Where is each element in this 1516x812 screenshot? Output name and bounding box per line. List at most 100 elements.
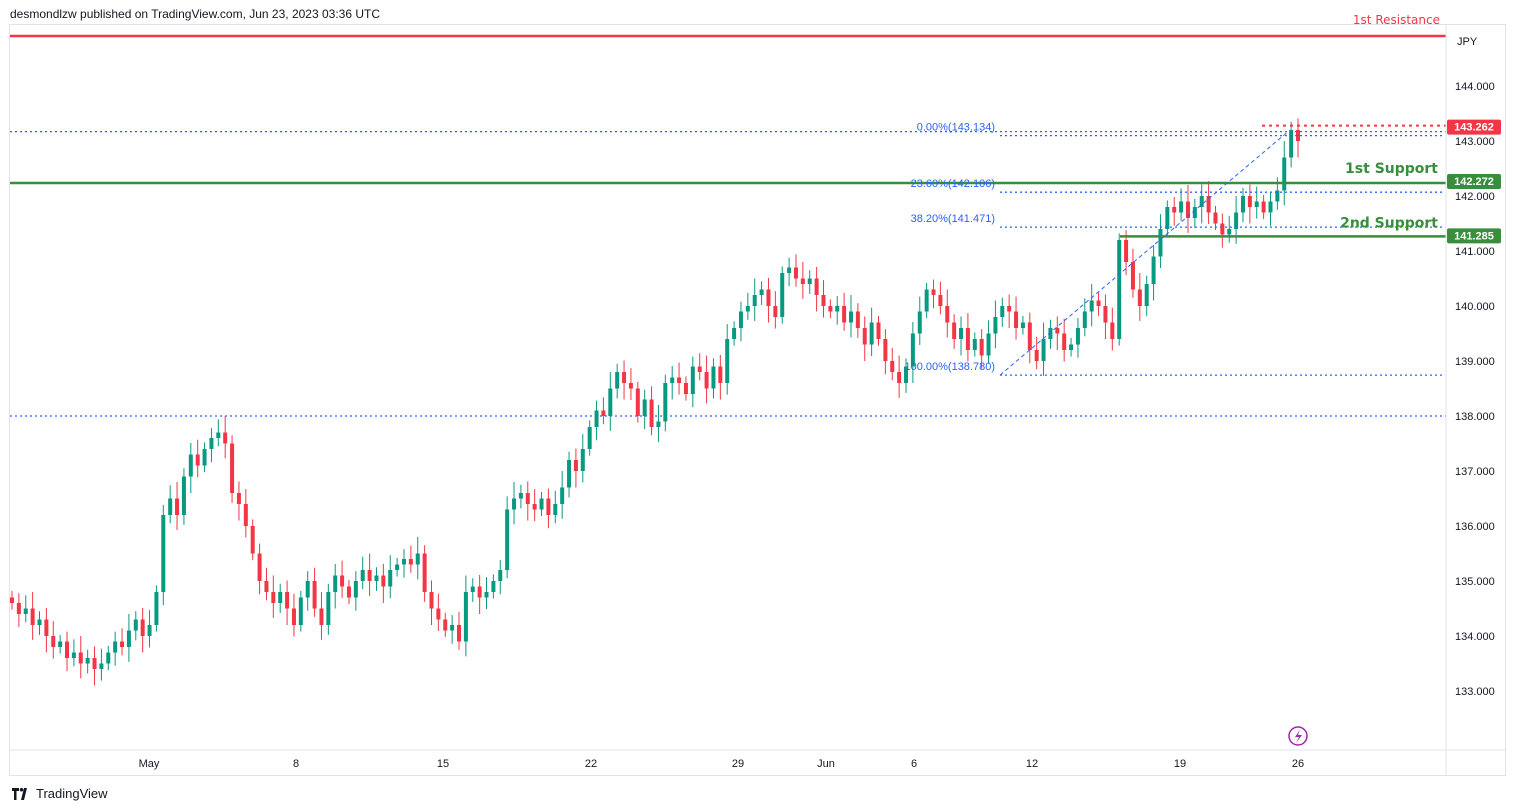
candle-body <box>491 581 496 592</box>
candle-body <box>188 454 193 477</box>
candle-body <box>395 564 400 570</box>
lightning-icon <box>1288 726 1308 746</box>
candle-body <box>92 658 97 669</box>
candle-body <box>202 449 207 466</box>
candle-body <box>298 597 303 625</box>
candle-body <box>793 267 798 279</box>
candle-body <box>663 383 668 422</box>
candle-body <box>883 339 888 361</box>
candle-body <box>401 559 406 565</box>
candle-body <box>608 388 613 416</box>
candle-body <box>436 608 441 620</box>
candle-body <box>422 553 427 592</box>
candle-body <box>470 586 475 592</box>
candles-layer <box>10 118 1300 686</box>
candle-body <box>1240 196 1245 213</box>
candle-body <box>463 592 468 642</box>
candle-body <box>58 641 63 647</box>
candle-body <box>752 295 757 306</box>
candle-body <box>869 322 874 345</box>
candle-body <box>65 641 70 658</box>
candle-body <box>1117 240 1122 339</box>
candle-body <box>388 570 393 587</box>
y-axis: JPY 144.000 143.000 142.000 141.000 140.000 13… <box>1445 25 1495 775</box>
candle-body <box>429 592 434 609</box>
candle-body <box>1137 289 1142 306</box>
candle-body <box>1048 328 1053 339</box>
candle-body <box>408 559 413 565</box>
candle-body <box>766 289 771 306</box>
candle-body <box>1124 240 1129 262</box>
candle-body <box>195 454 200 466</box>
footer-brand: TradingView <box>36 786 108 801</box>
candle-body <box>250 526 255 554</box>
candle-body <box>862 328 867 345</box>
candle-body <box>553 504 558 515</box>
y-tick-label: 139.000 <box>1455 356 1495 368</box>
candle-body <box>1268 201 1273 213</box>
candle-body <box>683 383 688 394</box>
candle-body <box>787 267 792 273</box>
candle-body <box>670 377 675 383</box>
candle-body <box>223 432 228 444</box>
candle-body <box>278 592 283 603</box>
candle-body <box>587 427 592 449</box>
candle-body <box>773 306 778 317</box>
candle-body <box>1007 306 1012 312</box>
candle-body <box>1261 201 1266 213</box>
candle-body <box>1220 223 1225 235</box>
y-tick-label: 133.000 <box>1455 686 1495 698</box>
candle-body <box>1234 212 1239 229</box>
candle-body <box>1275 190 1280 202</box>
x-axis: May 8 15 22 29 Jun 6 12 19 26 <box>10 726 1505 770</box>
candle-body <box>477 586 482 598</box>
candle-body <box>1082 311 1087 328</box>
candle-body <box>346 586 351 598</box>
candle-body <box>236 493 241 504</box>
candle-body <box>931 289 936 295</box>
candle-body <box>147 625 152 636</box>
candle-body <box>415 553 420 565</box>
candle-body <box>1069 344 1074 350</box>
candle-body <box>1014 311 1019 328</box>
candle-body <box>917 311 922 334</box>
candle-body <box>305 581 310 598</box>
second-support-text: 2nd Support <box>1340 215 1438 231</box>
candle-body <box>573 460 578 471</box>
candle-body <box>1172 207 1177 213</box>
candle-body <box>848 311 853 323</box>
x-tick-label: 22 <box>585 758 597 770</box>
candle-body <box>505 509 510 570</box>
publisher-info: desmondlzw published on TradingView.com,… <box>10 7 381 21</box>
candle-body <box>677 377 682 383</box>
y-tick-label: 138.000 <box>1455 411 1495 423</box>
candle-body <box>615 372 620 389</box>
x-tick-label: 29 <box>732 758 744 770</box>
candle-body <box>498 570 503 581</box>
candle-body <box>1096 300 1101 306</box>
candle-body <box>374 575 379 581</box>
candle-body <box>71 652 76 658</box>
candle-body <box>44 619 49 636</box>
candle-body <box>842 306 847 323</box>
candle-body <box>924 289 929 312</box>
candle-body <box>890 361 895 372</box>
candle-body <box>601 410 606 416</box>
y-tick-label: 142.000 <box>1455 191 1495 203</box>
candle-body <box>140 619 145 636</box>
candle-body <box>360 570 365 581</box>
candle-body <box>628 383 633 389</box>
candle-body <box>484 592 489 598</box>
candle-body <box>1254 201 1259 207</box>
candle-body <box>1206 196 1211 213</box>
fib-100-label: 100.00%(138.780) <box>904 361 995 373</box>
footer: TradingView <box>12 786 108 801</box>
candle-body <box>642 399 647 416</box>
y-tick-label: 137.000 <box>1455 466 1495 478</box>
candle-body <box>312 581 317 609</box>
candle-body <box>718 366 723 383</box>
candle-body <box>16 603 21 614</box>
resistance-tag: 143.262 <box>1454 122 1494 134</box>
candle-body <box>126 630 131 647</box>
